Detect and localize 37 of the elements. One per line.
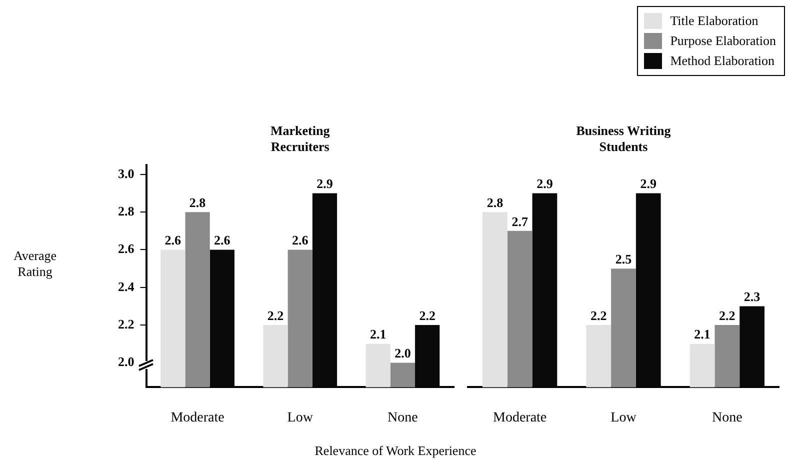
chart-title: Marketing Recruiters: [270, 123, 331, 155]
y-tick-label: 2.2: [118, 316, 134, 332]
y-tick-label: 2.0: [118, 354, 134, 370]
x-axis-title: Relevance of Work Experience: [314, 443, 478, 459]
data-label: 2.6: [214, 232, 231, 248]
y-axis-title: Average Rating: [12, 248, 58, 280]
data-label: 2.6: [292, 232, 309, 248]
data-label: 2.3: [744, 289, 761, 304]
data-label: 2.2: [719, 308, 736, 323]
data-label: 2.6: [164, 232, 182, 248]
legend-label: Method Elaboration: [670, 53, 775, 69]
y-tick-label: 2.8: [118, 203, 135, 218]
data-label: 2.0: [394, 346, 411, 361]
x-tick-label: None: [388, 410, 418, 426]
data-label: 2.5: [615, 251, 632, 266]
data-label: 2.2: [590, 308, 607, 323]
data-label: 2.2: [419, 308, 436, 323]
y-tick-label: 2.4: [118, 278, 135, 294]
data-label: 2.8: [189, 194, 206, 210]
legend-label: Purpose Elaboration: [670, 33, 776, 49]
x-tick-label: Moderate: [170, 410, 224, 426]
data-label: 2.9: [640, 176, 658, 192]
chart-title: Business Writing Students: [575, 123, 672, 155]
data-label: 2.9: [536, 176, 554, 192]
data-label: 2.7: [512, 214, 528, 229]
data-label: 2.2: [267, 308, 284, 323]
data-label: 2.9: [316, 176, 334, 192]
data-label: 2.8: [486, 194, 504, 210]
x-tick-label: Low: [287, 410, 314, 426]
y-tick-label: 2.6: [118, 241, 135, 256]
legend-label: Title Elaboration: [670, 13, 758, 29]
x-tick-label: Low: [610, 410, 638, 426]
data-label: 2.1: [694, 326, 710, 342]
y-tick-label: 3.0: [118, 166, 134, 181]
x-tick-label: None: [712, 410, 742, 426]
x-tick-label: Moderate: [493, 410, 547, 426]
data-label: 2.1: [370, 326, 386, 342]
